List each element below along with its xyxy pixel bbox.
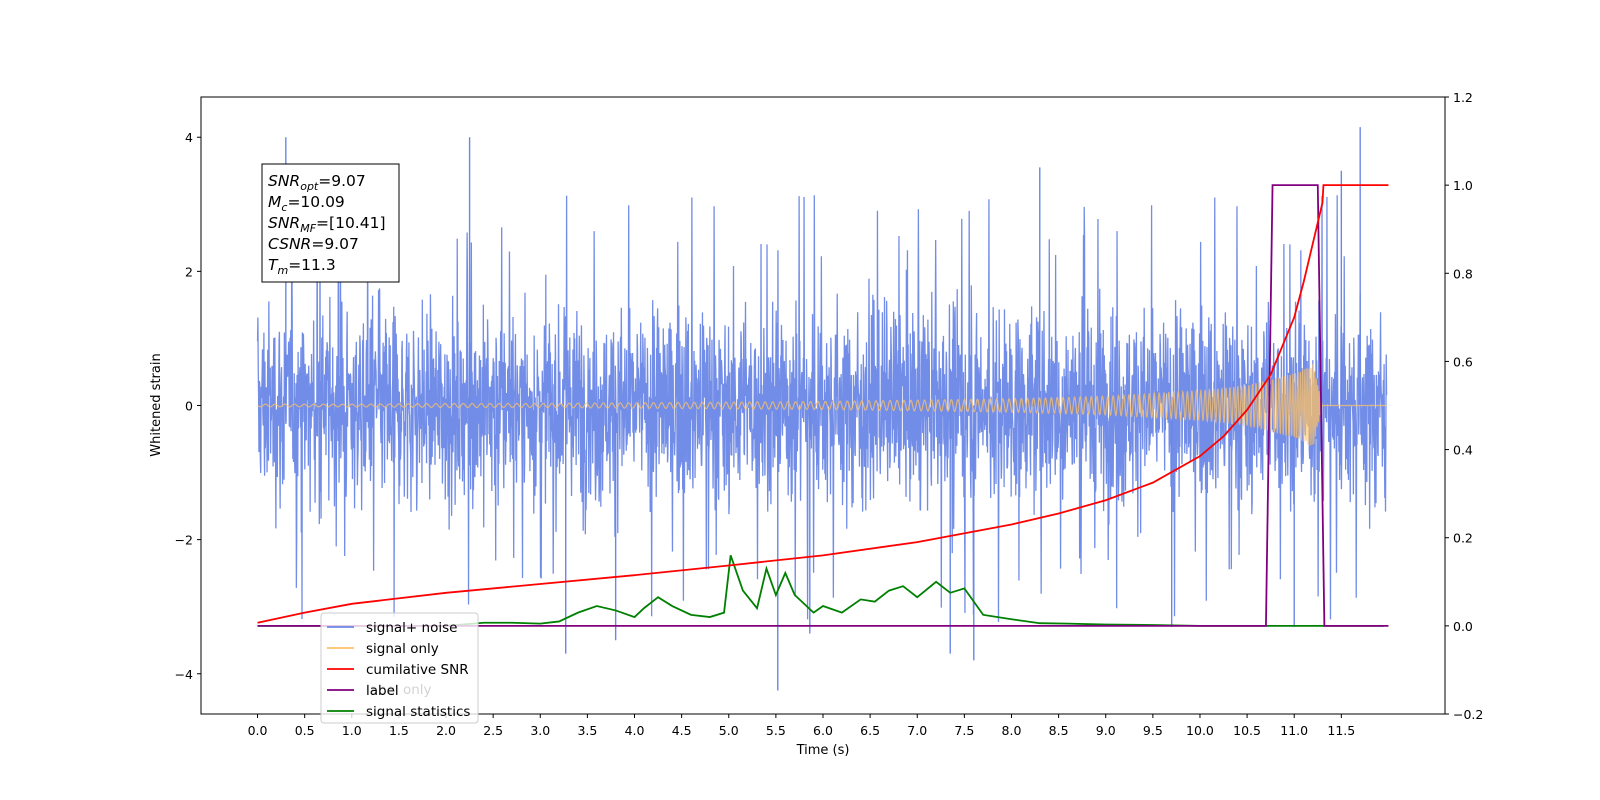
y-tick-label-left: 2	[185, 264, 193, 279]
x-tick-label: 6.0	[813, 723, 833, 738]
y-tick-label-left: −4	[175, 667, 193, 682]
x-tick-label: 2.0	[436, 723, 456, 738]
x-tick-label: 5.0	[719, 723, 739, 738]
y-tick-label-left: 4	[185, 130, 193, 145]
x-tick-label: 8.0	[1002, 723, 1022, 738]
legend: label only signal+ noise signal only cumila…	[320, 612, 479, 724]
y-tick-label-right: 0.8	[1453, 266, 1473, 281]
x-tick-label: 0.0	[248, 723, 268, 738]
x-tick-label: 9.0	[1096, 723, 1116, 738]
legend-label: cumilative SNR	[366, 662, 469, 678]
info-line: Tm=11.3	[268, 256, 336, 277]
y-axis-label-left: Whitened strain	[149, 353, 164, 456]
y-axis-left: −4 −2 0 2 4	[175, 130, 201, 682]
legend-label: label	[366, 683, 399, 699]
x-tick-label: 11.5	[1327, 723, 1355, 738]
x-tick-label: 10.5	[1233, 723, 1261, 738]
x-tick-label: 4.5	[672, 723, 692, 738]
x-tick-label: 3.0	[530, 723, 550, 738]
info-line: SNRMF=[10.41]	[268, 214, 386, 235]
x-tick-label: 0.5	[295, 723, 315, 738]
legend-ghost-text: label only	[366, 682, 432, 698]
x-tick-label: 11.0	[1280, 723, 1308, 738]
y-tick-label-right: 0.4	[1453, 443, 1473, 458]
x-tick-label: 8.5	[1049, 723, 1069, 738]
series-line-signal-statistics	[257, 555, 1384, 627]
series-line-cumulative-snr	[257, 184, 1389, 624]
x-tick-label: 9.5	[1143, 723, 1163, 738]
info-line: Mc=10.09	[268, 193, 345, 214]
info-box: SNRopt=9.07Mc=10.09SNRMF=[10.41]CSNR=9.0…	[261, 163, 400, 283]
series-line-signal-only	[257, 364, 1387, 446]
info-line: SNRopt=9.07	[268, 172, 366, 193]
info-box-frame	[261, 163, 400, 283]
x-tick-label: 1.5	[389, 723, 409, 738]
x-tick-label: 4.0	[625, 723, 645, 738]
legend-frame	[320, 612, 479, 724]
legend-label: signal only	[366, 641, 439, 657]
y-tick-label-right: 0.0	[1453, 619, 1473, 634]
y-tick-label-right: 1.2	[1453, 90, 1473, 105]
x-tick-label: 7.5	[954, 723, 974, 738]
x-tick-label: 10.0	[1186, 723, 1214, 738]
info-line: CSNR=9.07	[268, 235, 359, 253]
series-layer	[256, 127, 1389, 691]
x-tick-label: 6.5	[860, 723, 880, 738]
x-tick-label: 3.5	[577, 723, 597, 738]
y-tick-label-left: 0	[185, 399, 193, 414]
y-tick-label-right: 1.0	[1453, 178, 1473, 193]
y-tick-label-right: 0.6	[1453, 354, 1473, 369]
y-axis-right: −0.2 0.0 0.2 0.4 0.6 0.8 1.0 1.2	[1445, 90, 1483, 722]
legend-label: signal+ noise	[366, 620, 457, 636]
y-tick-label-right: −0.2	[1453, 707, 1483, 722]
x-tick-label: 5.5	[766, 723, 786, 738]
legend-label: signal statistics	[366, 704, 470, 720]
series-line-label	[257, 184, 1389, 627]
x-tick-label: 2.5	[483, 723, 503, 738]
x-tick-label: 1.0	[342, 723, 362, 738]
x-axis-label: Time (s)	[796, 743, 850, 758]
y-tick-label-right: 0.2	[1453, 531, 1473, 546]
y-tick-label-left: −2	[175, 533, 193, 548]
x-axis: 0.0 0.5 1.0 1.5 2.0 2.5 3.0 3.5 4.0 4.5 5.0 5.5 6.0 6…	[248, 714, 1355, 738]
x-tick-label: 7.0	[907, 723, 927, 738]
